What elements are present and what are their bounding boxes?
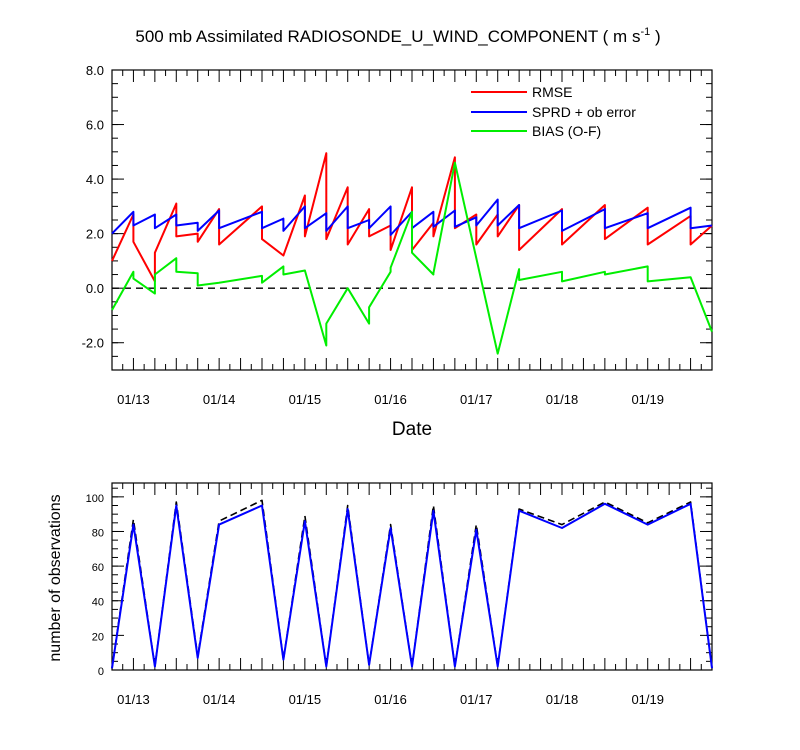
top-x-tick-label: 01/18	[546, 392, 579, 407]
top-x-tick-label: 01/13	[117, 392, 150, 407]
top-series-bias-o-f-line	[111, 161, 713, 355]
top-x-tick-label: 01/14	[203, 392, 236, 407]
top-x-tick-label: 01/16	[374, 392, 407, 407]
top-panel: 500 mb Assimilated RADIOSONDE_U_WIND_COM…	[82, 26, 713, 440]
bottom-x-tick-label: 01/18	[546, 692, 579, 707]
bottom-series-group	[111, 499, 713, 669]
bottom-x-axis: 01/13 01/14 01/15 01/16 01/17 01/18 01/19	[111, 483, 713, 707]
bottom-y-tick-label: 20	[92, 631, 104, 643]
top-y-tick-label: 6.0	[86, 118, 104, 133]
bottom-y-tick-label: 60	[92, 562, 104, 574]
bottom-x-tick-label: 01/19	[631, 692, 664, 707]
legend-rmse-label: RMSE	[532, 84, 572, 100]
bottom-series-total-line	[111, 499, 713, 669]
bottom-series-assimilated-line	[111, 502, 713, 669]
top-chart-title: 500 mb Assimilated RADIOSONDE_U_WIND_COM…	[135, 26, 660, 46]
top-y-tick-label: 2.0	[86, 227, 104, 242]
bottom-x-tick-label: 01/13	[117, 692, 150, 707]
top-y-axis: 8.0 6.0 4.0 2.0 0.0 -2.0	[82, 63, 712, 371]
y-axis-label: number of observations	[47, 494, 64, 661]
x-axis-label: Date	[392, 419, 432, 440]
bottom-y-tick-label: 80	[92, 527, 104, 539]
bottom-x-tick-label: 01/15	[289, 692, 322, 707]
top-x-tick-label: 01/15	[289, 392, 322, 407]
top-y-tick-label: -2.0	[82, 336, 104, 351]
bottom-x-tick-label: 01/16	[374, 692, 407, 707]
legend-sprd-label: SPRD + ob error	[532, 104, 636, 120]
top-x-tick-label: 01/17	[460, 392, 493, 407]
bottom-x-tick-label: 01/17	[460, 692, 493, 707]
top-series-sprd-ob-error-line	[111, 198, 713, 236]
top-series-group	[111, 152, 713, 355]
top-y-tick-label: 8.0	[86, 63, 104, 78]
bottom-y-tick-label: 0	[98, 666, 104, 678]
top-x-tick-label: 01/19	[631, 392, 664, 407]
top-y-tick-label: 4.0	[86, 172, 104, 187]
legend: RMSE SPRD + ob error BIAS (O-F)	[471, 84, 636, 139]
top-x-axis: 01/13 01/14 01/15 01/16 01/17 01/18 01/19	[111, 70, 713, 407]
bottom-y-axis: 100 80 60 40 20 0	[86, 487, 712, 678]
bottom-y-tick-label: 100	[86, 493, 104, 505]
bottom-x-tick-label: 01/14	[203, 692, 236, 707]
top-y-tick-label: 0.0	[86, 281, 104, 296]
legend-bias-label: BIAS (O-F)	[532, 123, 601, 139]
bottom-y-tick-label: 40	[92, 597, 104, 609]
